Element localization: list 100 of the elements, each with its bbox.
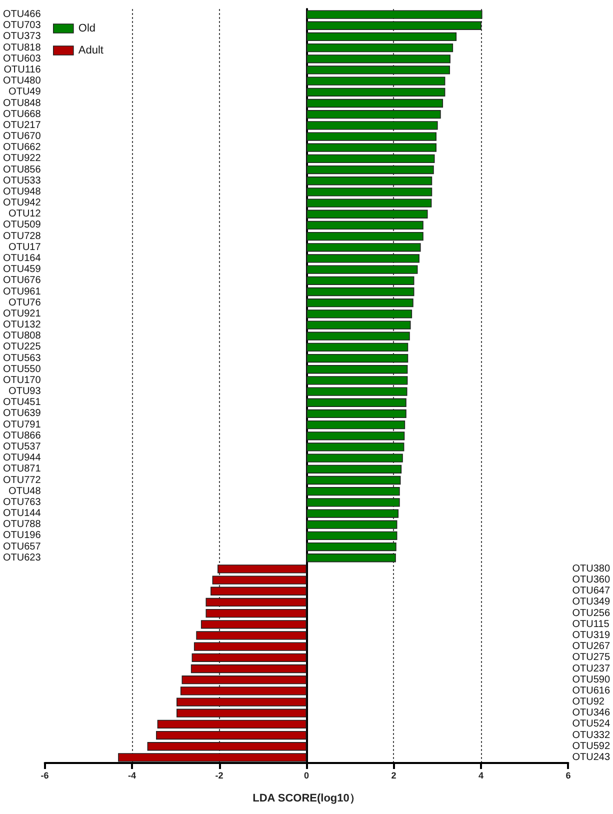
- bar: [200, 620, 306, 629]
- y-tick-label: OTU772: [2, 474, 42, 486]
- y-tick-label: OTU948: [2, 186, 42, 198]
- x-tick-label: 2: [391, 770, 396, 780]
- bar: [306, 342, 408, 352]
- bar: [306, 376, 408, 385]
- y-tick-label: OTU49: [8, 86, 42, 98]
- y-tick-label: OTU164: [2, 252, 42, 264]
- bar: [306, 398, 406, 407]
- bar: [306, 432, 405, 440]
- y-tick-label: OTU509: [2, 220, 42, 231]
- y-tick-label: OTU818: [2, 42, 42, 54]
- bar: [218, 564, 306, 574]
- bar: [306, 143, 436, 152]
- bar: [190, 664, 306, 674]
- bar: [147, 742, 306, 751]
- bar: [306, 165, 434, 174]
- y-tick-label: OTU921: [2, 308, 42, 320]
- bar: [306, 176, 432, 186]
- y-tick-label: OTU459: [2, 264, 42, 276]
- bar: [306, 98, 444, 108]
- bar: [306, 254, 420, 263]
- y-tick-label: OTU961: [2, 286, 42, 298]
- bar: [306, 243, 421, 252]
- bar: [306, 442, 404, 452]
- x-tick-label: -2: [215, 770, 224, 780]
- bar: [306, 387, 408, 396]
- bar: [157, 720, 306, 729]
- y-tick-label: OTU243: [572, 752, 610, 763]
- y-tick-label: OTU12: [8, 208, 42, 220]
- bar: [306, 110, 441, 119]
- y-tick-label: OTU116: [4, 64, 42, 76]
- y-tick-label: OTU942: [2, 198, 42, 209]
- x-tick-label: -6: [40, 770, 49, 780]
- legend-label: Adult: [78, 44, 104, 56]
- y-tick-label: OTU132: [2, 320, 42, 331]
- bar: [180, 686, 306, 696]
- bar: [206, 598, 306, 607]
- y-tick-label: OTU480: [2, 76, 42, 87]
- legend-label: Old: [78, 22, 96, 34]
- x-tick-label: 0: [304, 770, 310, 780]
- bar: [306, 276, 414, 285]
- y-tick-label: OTU616: [572, 685, 610, 696]
- y-tick-label: OTU170: [2, 374, 42, 386]
- bar: [306, 487, 400, 496]
- y-tick-label: OTU115: [572, 618, 610, 630]
- bar: [306, 66, 450, 74]
- bar: [306, 188, 432, 196]
- bar: [306, 232, 424, 241]
- y-tick-label: OTU76: [8, 297, 42, 308]
- bar: [176, 698, 306, 706]
- y-tick-label: OTU808: [2, 330, 42, 342]
- bar: [306, 76, 446, 86]
- bar: [306, 354, 408, 363]
- y-tick-label: OTU267: [572, 641, 610, 652]
- y-tick-label: OTU639: [2, 408, 42, 420]
- bar: [176, 708, 306, 718]
- y-tick-label: OTU533: [2, 175, 42, 186]
- bar: [306, 554, 396, 562]
- bar: [194, 642, 306, 651]
- y-tick-label: OTU848: [2, 98, 42, 109]
- y-tick-label: OTU592: [572, 740, 610, 752]
- y-tick-label: OTU48: [8, 486, 42, 497]
- y-tick-label: OTU373: [2, 31, 42, 42]
- y-tick-label: OTU603: [2, 53, 42, 64]
- y-tick-label: OTU550: [2, 364, 42, 375]
- y-tick-label: OTU237: [572, 663, 610, 674]
- y-tick-label: OTU791: [2, 419, 42, 430]
- y-tick-label: OTU657: [2, 541, 42, 552]
- bar: [306, 509, 399, 518]
- bar: [306, 88, 446, 96]
- bar: [306, 10, 482, 19]
- y-tick-label: OTU676: [2, 275, 42, 286]
- bar: [306, 365, 408, 374]
- bar: [306, 198, 432, 208]
- bar: [212, 576, 306, 584]
- bar: [306, 310, 412, 318]
- y-tick-label: OTU537: [2, 441, 42, 452]
- bar: [306, 454, 403, 462]
- y-tick-label: OTU788: [2, 519, 42, 530]
- bar: [306, 409, 406, 418]
- bar: [306, 332, 410, 340]
- y-tick-label: OTU728: [2, 230, 42, 242]
- bar: [306, 220, 424, 230]
- x-tick-label: -4: [128, 770, 136, 780]
- x-tick-label: 4: [478, 770, 484, 780]
- x-tick-label: 6: [566, 770, 571, 780]
- bar: [306, 54, 450, 64]
- bar: [306, 298, 414, 308]
- bar: [306, 32, 457, 42]
- y-tick-label: OTU662: [2, 142, 42, 154]
- bar: [156, 730, 306, 740]
- y-tick-label: OTU703: [2, 20, 42, 32]
- y-tick-label: OTU144: [2, 508, 42, 520]
- y-tick-label: OTU349: [572, 596, 610, 608]
- y-tick-label: OTU275: [572, 652, 610, 664]
- bar: [118, 753, 306, 762]
- bar: [210, 586, 306, 596]
- bar: [192, 653, 306, 662]
- bar: [306, 132, 436, 141]
